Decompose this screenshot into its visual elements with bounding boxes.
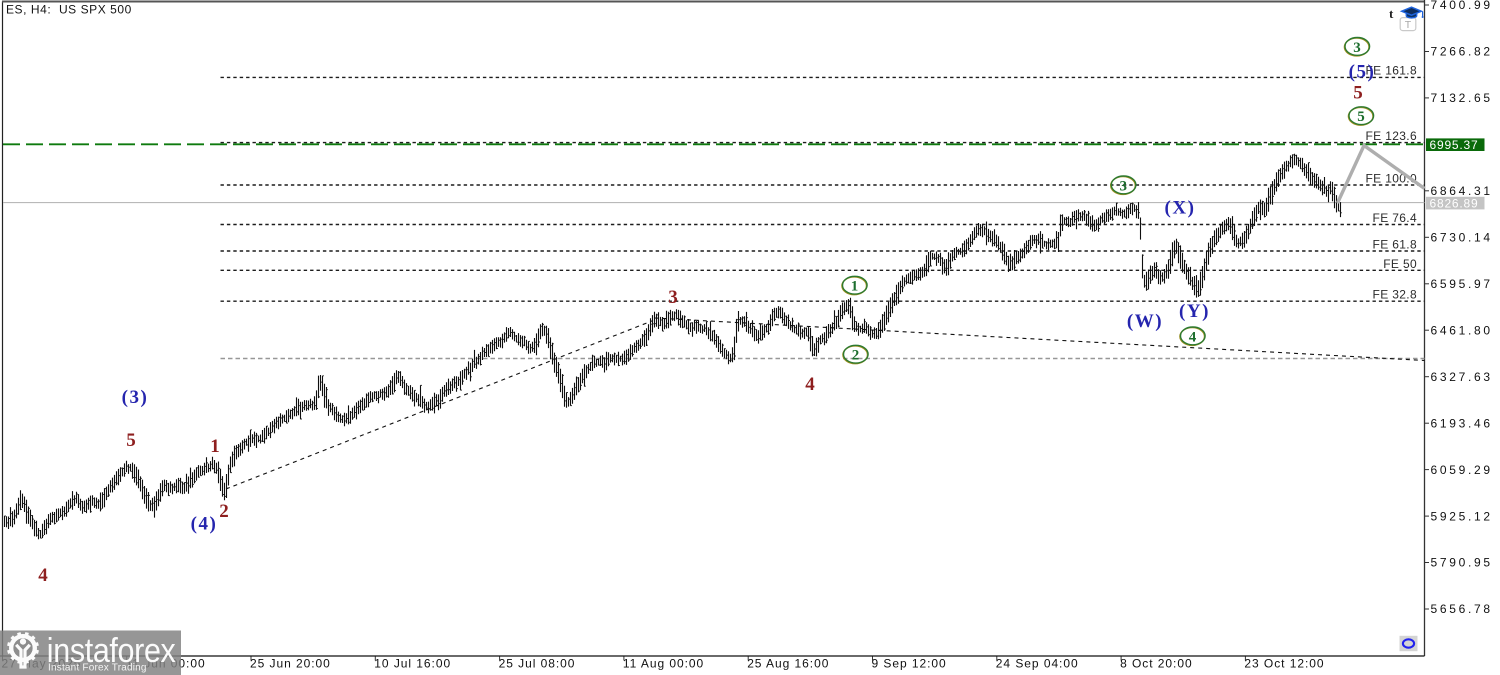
svg-text:5: 5 <box>1353 83 1363 104</box>
svg-text:6864.31: 6864.31 <box>1431 184 1493 198</box>
svg-text:(X): (X) <box>1165 198 1196 219</box>
svg-text:2: 2 <box>852 348 860 364</box>
svg-text:5925.12: 5925.12 <box>1431 509 1493 523</box>
svg-text:(W): (W) <box>1127 311 1163 332</box>
svg-text:8 Oct 20:00: 8 Oct 20:00 <box>1120 657 1193 671</box>
svg-text:6059.29: 6059.29 <box>1431 463 1493 477</box>
svg-text:4: 4 <box>805 374 815 395</box>
svg-text:FE 32.8: FE 32.8 <box>1373 288 1417 302</box>
svg-text:(3): (3) <box>122 387 149 408</box>
svg-text:(5): (5) <box>1349 62 1376 83</box>
svg-text:(4): (4) <box>191 514 218 535</box>
svg-text:FE 123.6: FE 123.6 <box>1366 129 1418 143</box>
svg-text:4: 4 <box>38 565 48 586</box>
svg-text:6595.97: 6595.97 <box>1431 277 1493 291</box>
svg-text:9 Sep 12:00: 9 Sep 12:00 <box>872 657 947 671</box>
svg-text:23 Oct 12:00: 23 Oct 12:00 <box>1244 657 1324 671</box>
svg-text:FE 61.8: FE 61.8 <box>1373 237 1417 251</box>
svg-text:6327.63: 6327.63 <box>1431 370 1493 384</box>
svg-text:4: 4 <box>1189 329 1197 345</box>
svg-text:25 Jul 08:00: 25 Jul 08:00 <box>499 657 576 671</box>
svg-text:10 Jul 16:00: 10 Jul 16:00 <box>374 657 451 671</box>
svg-text:6461.80: 6461.80 <box>1431 323 1493 337</box>
svg-text:(Y): (Y) <box>1179 301 1210 322</box>
svg-text:7400.99: 7400.99 <box>1431 0 1493 12</box>
svg-text:24 Sep 04:00: 24 Sep 04:00 <box>996 657 1079 671</box>
svg-text:11 Aug 00:00: 11 Aug 00:00 <box>623 657 704 671</box>
svg-text:1: 1 <box>210 436 220 457</box>
svg-text:3: 3 <box>1353 40 1361 56</box>
svg-text:5: 5 <box>126 430 136 451</box>
svg-text:7132.65: 7132.65 <box>1431 91 1493 105</box>
svg-text:25 Aug 16:00: 25 Aug 16:00 <box>747 657 829 671</box>
svg-text:1: 1 <box>851 279 859 295</box>
svg-text:FE 161.8: FE 161.8 <box>1366 64 1418 78</box>
svg-text:6193.46: 6193.46 <box>1431 416 1493 430</box>
svg-text:6826.89: 6826.89 <box>1430 196 1479 210</box>
svg-text:t: t <box>1389 6 1394 21</box>
svg-text:instaforex: instaforex <box>47 631 176 669</box>
svg-text:5: 5 <box>1357 109 1365 125</box>
svg-text:5656.78: 5656.78 <box>1431 602 1493 616</box>
svg-text:5790.95: 5790.95 <box>1431 556 1493 570</box>
svg-text:Instant Forex Trading: Instant Forex Trading <box>48 663 147 674</box>
svg-text:T: T <box>1405 19 1412 31</box>
svg-text:6995.37: 6995.37 <box>1430 138 1479 152</box>
svg-text:6730.14: 6730.14 <box>1431 231 1493 245</box>
svg-text:2: 2 <box>219 501 229 522</box>
svg-text:ES, H4: US SPX 500: ES, H4: US SPX 500 <box>6 3 132 17</box>
svg-text:3: 3 <box>668 287 678 308</box>
svg-text:3: 3 <box>1120 178 1128 194</box>
svg-text:7266.82: 7266.82 <box>1431 45 1493 59</box>
svg-text:FE 50: FE 50 <box>1383 257 1417 271</box>
svg-text:FE 76.4: FE 76.4 <box>1373 211 1417 225</box>
svg-text:25 Jun 20:00: 25 Jun 20:00 <box>250 657 331 671</box>
